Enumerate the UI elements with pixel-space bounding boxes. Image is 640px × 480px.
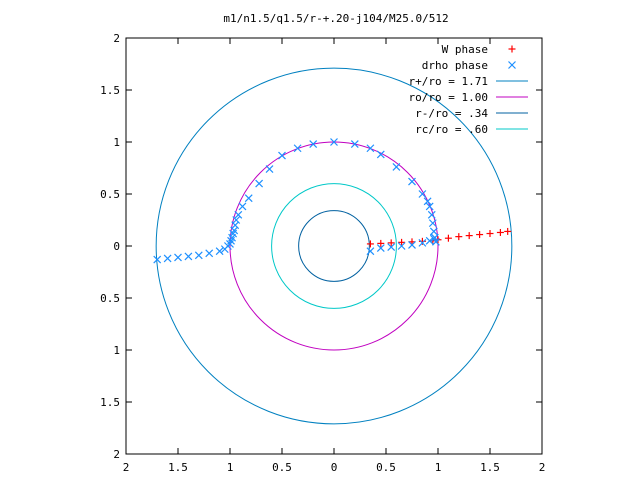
y-tick-label: 1.5 — [100, 396, 120, 409]
y-tick-label: 0 — [113, 240, 120, 253]
w-phase-point — [496, 228, 504, 236]
drho-phase-point — [366, 247, 375, 256]
y-tick-label: 0.5 — [100, 292, 120, 305]
drho-phase-point — [428, 219, 437, 228]
x-tick-label: 0.5 — [376, 461, 396, 474]
w-phase-point — [418, 237, 426, 245]
drho-phase-point — [350, 140, 359, 149]
legend-marker — [508, 45, 516, 53]
drho-phase-point — [429, 227, 438, 236]
x-tick-label: 1 — [435, 461, 442, 474]
chart-title: m1/n1.5/q1.5/r-+.20-j104/M25.0/512 — [223, 12, 448, 25]
w-phase-point — [398, 238, 406, 246]
legend-label: r-/ro = .34 — [415, 107, 488, 120]
x-tick-label: 0.5 — [272, 461, 292, 474]
w-phase-point — [387, 239, 395, 247]
drho-phase-point — [408, 241, 416, 249]
w-phase-point — [377, 239, 385, 247]
x-tick-label: 1 — [227, 461, 234, 474]
drho-phase-point — [427, 210, 436, 219]
w-phase-point — [465, 232, 473, 240]
y-tick-label: 2 — [113, 32, 120, 45]
drho-phase-point — [429, 234, 438, 243]
drho-phase-point — [376, 150, 385, 159]
drho-phase-point — [293, 144, 302, 153]
drho-phase-point — [205, 249, 214, 258]
drho-phase-point — [366, 144, 375, 153]
drho-phase-point — [418, 190, 427, 198]
drho-phase-point — [215, 247, 224, 256]
w-phase-point — [486, 230, 494, 238]
w-phase-point — [444, 234, 452, 242]
drho-phase-point — [153, 255, 162, 264]
legend-label: rc/ro = .60 — [415, 123, 488, 136]
x-tick-label: 1.5 — [480, 461, 500, 474]
drho-phase-point — [418, 238, 427, 247]
drho-phase-point — [392, 163, 401, 171]
drho-phase-point — [163, 254, 172, 263]
circle-0 — [155, 67, 513, 425]
drho-phase-point — [238, 202, 247, 211]
drho-phase-point — [255, 179, 264, 188]
legend-label: W phase — [442, 43, 488, 56]
drho-phase-point — [184, 252, 193, 261]
drho-phase-point — [244, 194, 253, 203]
drho-phase-point — [265, 165, 274, 173]
drho-phase-point — [425, 202, 434, 211]
ticks-layer: 2 1.5 1 0.5 0 0.5 1 1.5 221.510.500.511.52 — [100, 32, 545, 474]
drho-phase-point — [408, 177, 416, 186]
x-tick-label: 2 — [123, 461, 130, 474]
x-tick-label: 2 — [539, 461, 546, 474]
circle-1 — [229, 141, 439, 351]
circles-layer — [155, 67, 513, 425]
y-tick-label: 2 — [113, 448, 120, 461]
drho-phase-point — [425, 236, 434, 245]
x-tick-label: 1.5 — [168, 461, 188, 474]
drho-phase-point — [397, 242, 406, 250]
legend-label: drho phase — [422, 59, 488, 72]
drho-phase-point — [309, 140, 318, 149]
y-tick-label: 1 — [113, 344, 120, 357]
y-tick-label: 1 — [113, 136, 120, 149]
drho-phase-point — [387, 243, 396, 251]
drho-phase-point — [174, 253, 182, 262]
drho-phase-point — [330, 138, 338, 146]
legend: W phase drho phase r+/ro = 1.71 ro/ro = 1.0… — [409, 43, 528, 136]
drho-phase-point — [423, 197, 432, 206]
legend-label: r+/ro = 1.71 — [409, 75, 488, 88]
legend-marker — [508, 61, 516, 69]
w-phase-point — [455, 233, 463, 241]
w-phase-point — [366, 240, 374, 248]
drho-phase-point — [234, 210, 243, 219]
legend-label: ro/ro = 1.00 — [409, 91, 488, 104]
drho-phase-point — [194, 251, 203, 260]
drho-phase-point — [376, 244, 385, 253]
points-layer — [153, 138, 512, 264]
w-phase-point — [476, 231, 484, 239]
x-tick-label: 0 — [331, 461, 338, 474]
circle-3 — [271, 183, 397, 309]
y-tick-label: 0.5 — [100, 188, 120, 201]
drho-phase-point — [232, 216, 241, 224]
w-phase-point — [504, 227, 512, 235]
circle-2 — [298, 210, 370, 282]
drho-phase-point — [278, 151, 286, 160]
y-tick-label: 1.5 — [100, 84, 120, 97]
